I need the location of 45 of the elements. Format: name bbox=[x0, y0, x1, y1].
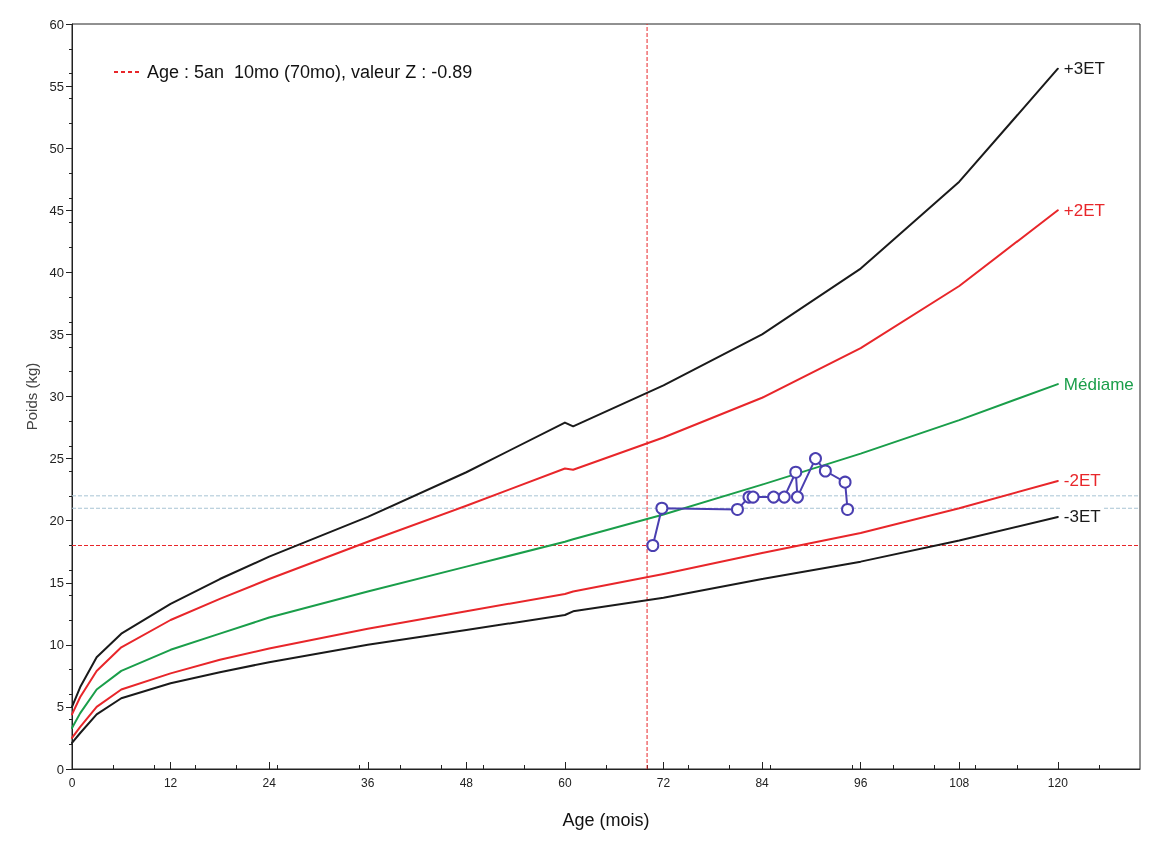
x-tick-label: 0 bbox=[68, 776, 76, 790]
x-tick-label: 96 bbox=[854, 776, 868, 790]
annotation: Age : 5an 10mo (70mo), valeur Z : -0.89 bbox=[147, 62, 473, 82]
y-tick-label: 30 bbox=[49, 389, 64, 404]
series-label: +3ET bbox=[1063, 59, 1105, 79]
y-tick-label: 35 bbox=[49, 326, 64, 342]
point bbox=[789, 465, 803, 479]
point bbox=[841, 502, 855, 516]
y-tick-label: 45 bbox=[49, 202, 64, 218]
x-tick-label: 48 bbox=[459, 776, 474, 790]
point bbox=[838, 475, 852, 489]
series-label: -3ET bbox=[1063, 507, 1101, 527]
point bbox=[767, 490, 781, 504]
y-tick-label: 5 bbox=[56, 699, 64, 715]
point bbox=[646, 539, 660, 552]
x-tick-label: 36 bbox=[361, 776, 375, 790]
y-tick-label: 0 bbox=[56, 761, 64, 777]
y-tick-label: 20 bbox=[49, 513, 64, 529]
series-label: -2ET bbox=[1063, 471, 1101, 491]
point bbox=[655, 501, 669, 515]
point bbox=[818, 464, 832, 478]
point bbox=[746, 490, 760, 504]
x-tick-label: 120 bbox=[1047, 776, 1069, 790]
y-tick-label: 50 bbox=[49, 140, 64, 156]
y-tick-label: 10 bbox=[49, 637, 64, 653]
line-series bbox=[71, 383, 1059, 730]
point bbox=[777, 490, 791, 504]
y-tick-label: 25 bbox=[49, 451, 64, 467]
point bbox=[790, 490, 804, 504]
x-tick-label: 24 bbox=[262, 776, 277, 790]
x-tick-label: 72 bbox=[656, 776, 671, 790]
point bbox=[809, 452, 822, 466]
x-axis-title: Age (mois) bbox=[562, 810, 650, 830]
x-tick-label: 108 bbox=[949, 776, 970, 790]
series-label: +2ET bbox=[1063, 200, 1105, 220]
y-axis-title: Poids (kg) bbox=[22, 362, 40, 431]
point bbox=[730, 502, 744, 516]
y-tick-label: 55 bbox=[49, 78, 64, 94]
y-tick-label: 40 bbox=[49, 264, 64, 280]
x-tick-label: 12 bbox=[163, 776, 178, 790]
y-tick-label: 60 bbox=[49, 16, 64, 32]
x-tick-label: 60 bbox=[558, 776, 572, 790]
x-tick-label: 84 bbox=[755, 776, 770, 790]
y-tick-label: 15 bbox=[49, 575, 64, 591]
series-label: Médiame bbox=[1063, 374, 1134, 394]
